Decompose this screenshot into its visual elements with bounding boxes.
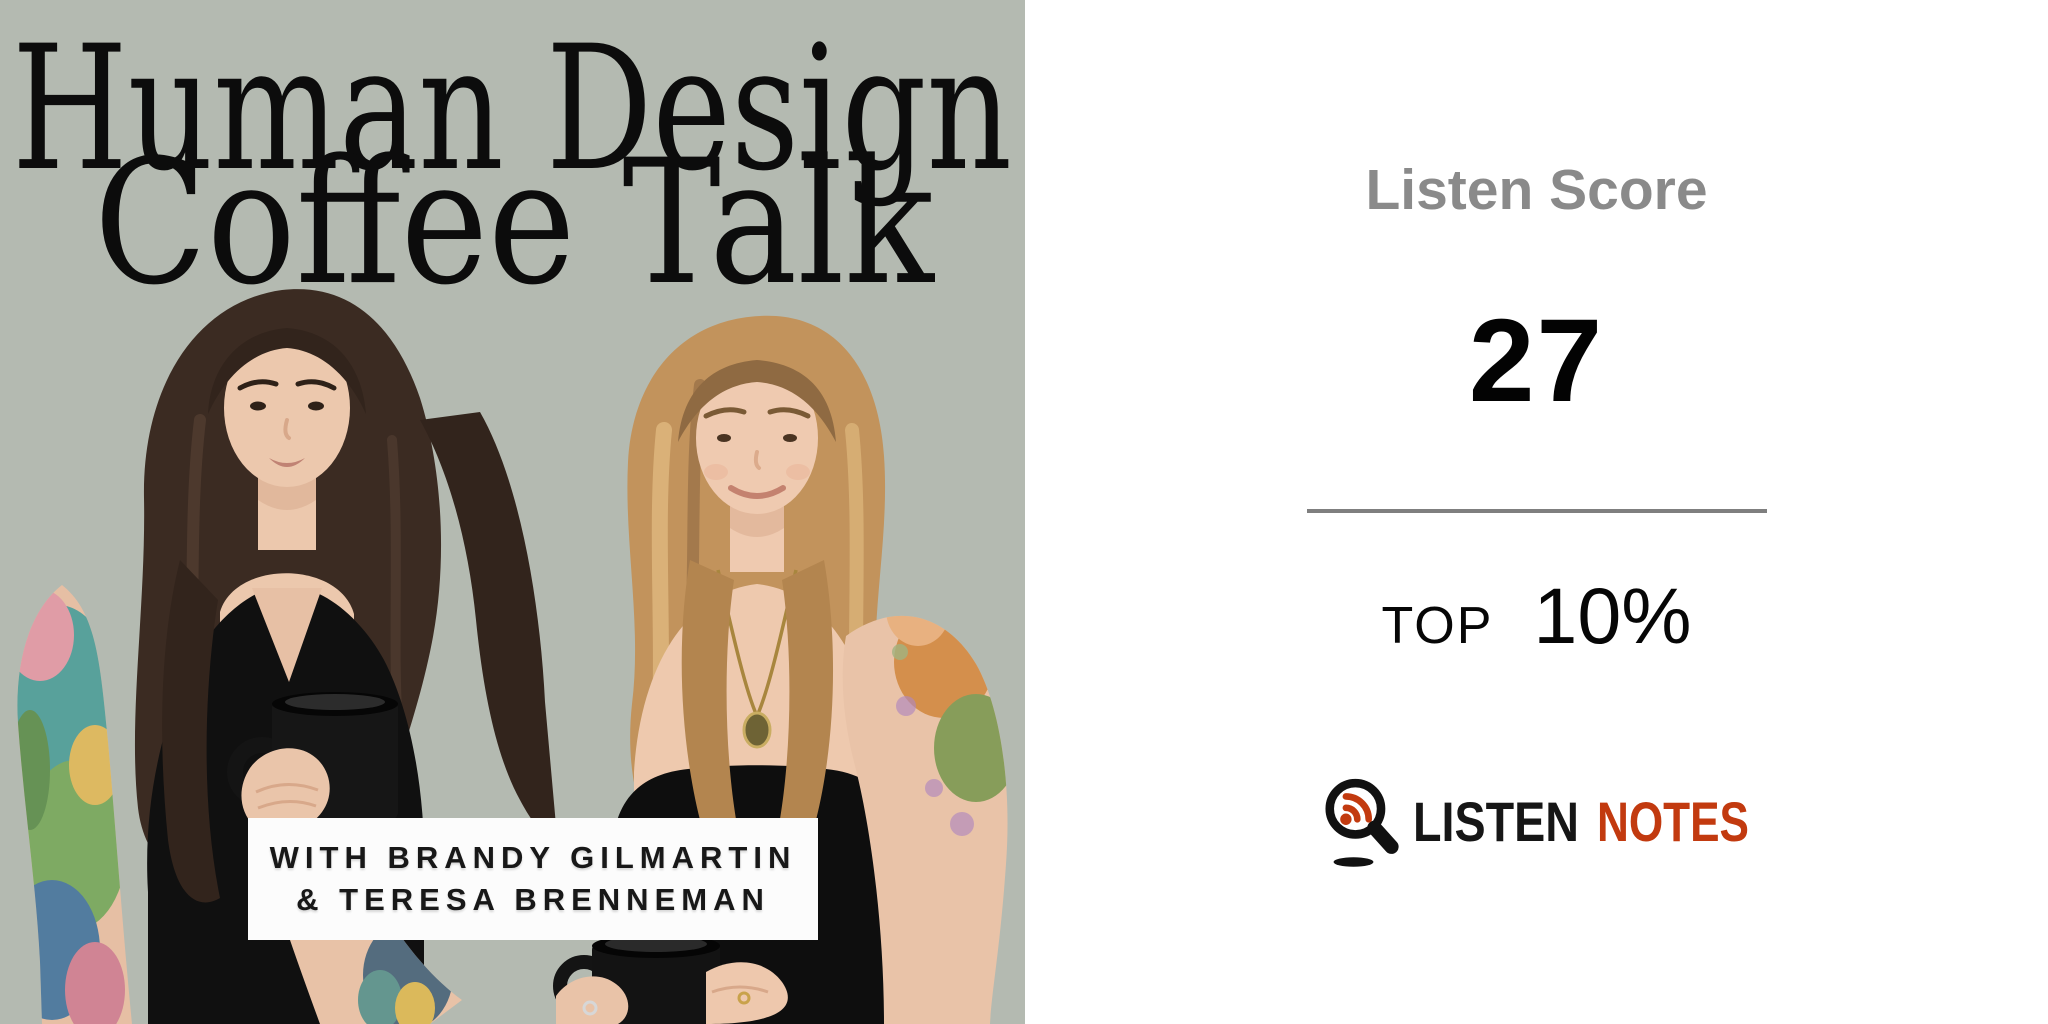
- rank-row: TOP 10%: [1381, 570, 1691, 662]
- listen-score-value: 27: [1468, 295, 1605, 427]
- divider-line: [1306, 509, 1767, 513]
- listen-notes-wordmark: LISTEN NOTES: [1413, 794, 1749, 853]
- rank-prefix: TOP: [1381, 597, 1494, 655]
- cover-caption-line1: WITH BRANDY GILMARTIN: [269, 840, 797, 875]
- cover-title-line1: Human Design: [12, 8, 1012, 209]
- cover-illustration: Human Design Coffee Talk: [12, 8, 1012, 1024]
- cover-title: Human Design Coffee Talk: [12, 8, 1012, 323]
- rank-percent: 10%: [1533, 571, 1692, 660]
- logo-word-notes: NOTES: [1597, 794, 1749, 853]
- logo-word-listen: LISTEN: [1413, 794, 1579, 853]
- cover-caption-box: WITH BRANDY GILMARTIN & TERESA BRENNEMAN: [248, 818, 818, 940]
- podcast-cover-art: Human Design Coffee Talk: [0, 0, 1025, 1024]
- listen-notes-logo[interactable]: LISTEN NOTES: [1324, 778, 1749, 870]
- cover-title-line2: Coffee Talk: [94, 122, 936, 323]
- listen-score-label: Listen Score: [1365, 158, 1708, 222]
- cover-caption-line2: & TERESA BRENNEMAN: [296, 882, 770, 917]
- magnifying-glass-rss-icon: [1324, 778, 1399, 867]
- listen-score-panel: Listen Score 27 TOP 10% LISTEN NOTES: [1025, 0, 2048, 1024]
